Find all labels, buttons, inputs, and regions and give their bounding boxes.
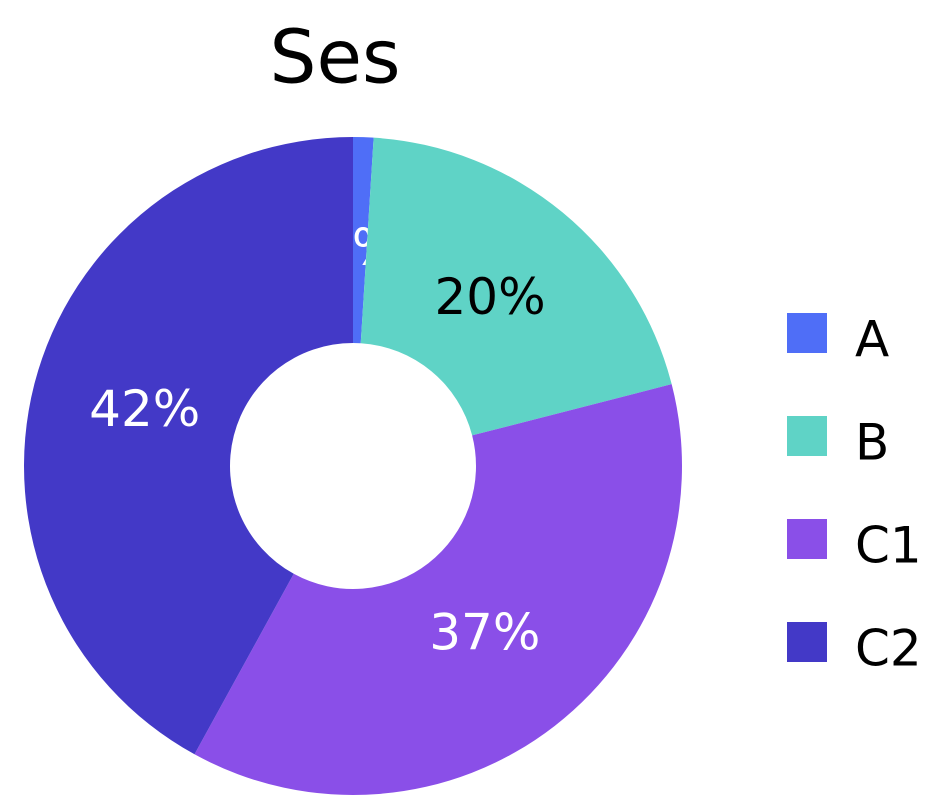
- legend-label: C1: [855, 517, 922, 575]
- legend-label: A: [855, 311, 889, 369]
- legend-swatch: [787, 416, 827, 456]
- slice: [360, 137, 672, 436]
- legend-swatch: [787, 313, 827, 353]
- chart-title: Ses: [269, 15, 400, 101]
- slice: [353, 137, 374, 344]
- slice: [23, 137, 354, 755]
- data-label: 20%: [434, 268, 545, 326]
- data-label: 42%: [89, 380, 200, 438]
- legend-swatch: [787, 519, 827, 559]
- slice: [194, 384, 682, 795]
- legend-swatch: [787, 622, 827, 662]
- legend-label: C2: [855, 620, 922, 678]
- data-label: 37%: [429, 603, 540, 661]
- legend-label: B: [855, 414, 889, 472]
